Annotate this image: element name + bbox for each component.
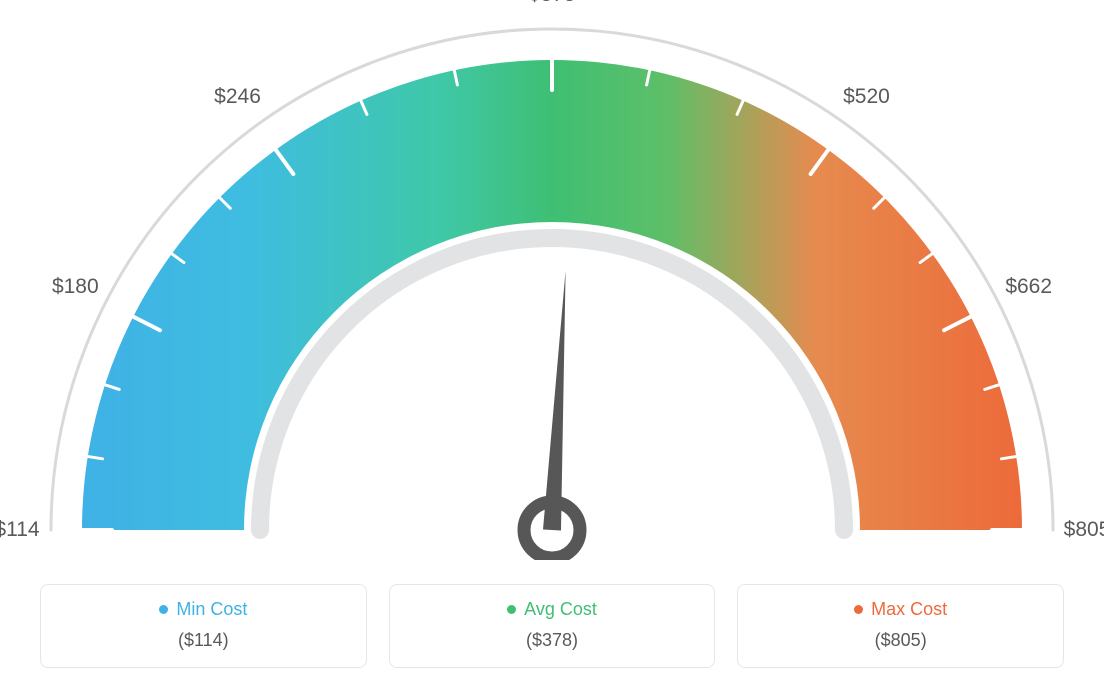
legend-dot-icon — [507, 605, 516, 614]
gauge-chart: $114 $180 $246 $378 $520 $662 $805 — [0, 0, 1104, 560]
legend-title-text: Max Cost — [871, 599, 947, 620]
gauge-tick-label: $378 — [529, 0, 576, 7]
gauge-tick-label: $805 — [1064, 518, 1104, 542]
legend-title: Avg Cost — [507, 599, 597, 620]
legend-title-text: Avg Cost — [524, 599, 597, 620]
gauge-tick-label: $246 — [214, 85, 261, 109]
legend-title: Max Cost — [854, 599, 947, 620]
legend-card-min-cost: Min Cost ($114) — [40, 584, 367, 668]
legend-value: ($805) — [748, 630, 1053, 651]
legend-value: ($378) — [400, 630, 705, 651]
legend-dot-icon — [159, 605, 168, 614]
gauge-tick-label: $520 — [843, 85, 890, 109]
legend-dot-icon — [854, 605, 863, 614]
gauge-tick-label: $180 — [52, 275, 99, 299]
gauge-svg — [0, 0, 1104, 560]
gauge-tick-label: $114 — [0, 518, 40, 542]
legend-title-text: Min Cost — [176, 599, 247, 620]
legend-card-avg-cost: Avg Cost ($378) — [389, 584, 716, 668]
gauge-tick-label: $662 — [1005, 275, 1052, 299]
legend-title: Min Cost — [159, 599, 247, 620]
legend-row: Min Cost ($114) Avg Cost ($378) Max Cost ($80… — [40, 584, 1064, 668]
legend-card-max-cost: Max Cost ($805) — [737, 584, 1064, 668]
legend-value: ($114) — [51, 630, 356, 651]
